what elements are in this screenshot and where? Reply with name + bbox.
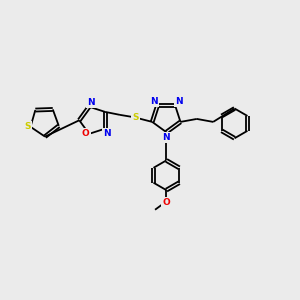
Text: N: N [87, 98, 94, 107]
Text: S: S [24, 122, 31, 131]
Text: N: N [163, 133, 170, 142]
Text: O: O [163, 198, 170, 207]
Text: S: S [132, 113, 139, 122]
Text: O: O [82, 129, 89, 138]
Text: N: N [150, 97, 158, 106]
Text: N: N [175, 97, 182, 106]
Text: N: N [103, 129, 110, 138]
